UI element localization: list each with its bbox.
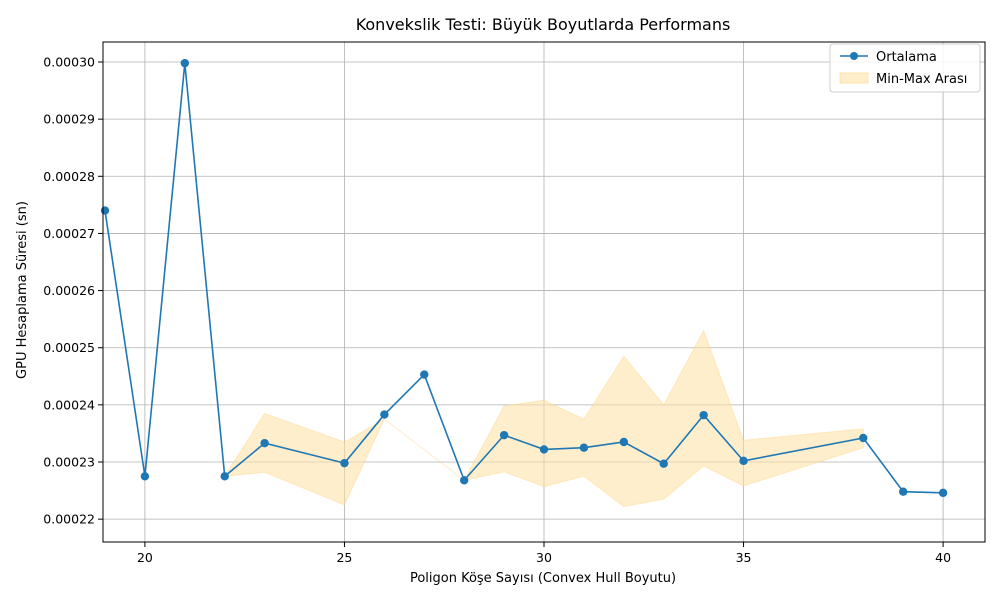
- data-point: [859, 433, 868, 443]
- y-tick-label: 0.00029: [43, 112, 95, 127]
- data-point: [539, 445, 549, 454]
- x-axis-ticks: 20 25 30 35 40: [137, 542, 951, 565]
- y-tick-label: 0.00028: [43, 169, 95, 184]
- chart-title: Konvekslik Testi: Büyük Boyutlarda Perfo…: [356, 15, 731, 34]
- data-point: [340, 458, 349, 468]
- data-point: [579, 443, 589, 452]
- y-tick-label: 0.00022: [43, 512, 95, 527]
- data-point: [380, 410, 389, 419]
- x-tick-label: 40: [935, 550, 951, 565]
- x-tick-label: 25: [336, 550, 352, 565]
- y-tick-label: 0.00030: [43, 55, 95, 70]
- data-point: [659, 459, 668, 468]
- data-point: [898, 487, 908, 496]
- y-tick-label: 0.00027: [43, 226, 95, 241]
- grid: [103, 42, 985, 542]
- legend: Ortalama Min-Max Arası: [829, 43, 981, 93]
- x-tick-label: 35: [736, 550, 752, 565]
- legend-marker-swatch: [850, 52, 858, 60]
- data-point: [180, 58, 190, 68]
- data-point: [100, 206, 110, 215]
- x-axis-label: Poligon Köşe Sayısı (Convex Hull Boyutu): [410, 571, 676, 586]
- x-tick-label: 30: [536, 550, 552, 565]
- data-point: [260, 438, 269, 448]
- y-tick-label: 0.00023: [43, 455, 95, 470]
- y-axis-label: GPU Hesaplama Süresi (sn): [15, 201, 30, 379]
- legend-band-swatch: [839, 72, 869, 84]
- data-point: [220, 472, 229, 481]
- y-tick-label: 0.00026: [43, 283, 95, 298]
- y-tick-label: 0.00024: [43, 397, 95, 412]
- data-point: [739, 456, 748, 466]
- y-tick-label: 0.00025: [43, 340, 95, 355]
- data-point: [420, 370, 429, 379]
- data-points: [100, 58, 948, 498]
- x-tick-label: 20: [137, 550, 153, 565]
- data-point: [619, 437, 629, 447]
- legend-entry-min-max: Min-Max Arası: [876, 72, 967, 87]
- data-point: [699, 410, 708, 420]
- legend-entry-ortalama: Ortalama: [876, 50, 937, 65]
- data-point: [459, 476, 469, 485]
- data-point: [140, 472, 150, 481]
- y-axis-ticks: 0.00022 0.00023 0.00024 0.00025 0.00026 0.000…: [43, 55, 103, 527]
- data-point: [499, 430, 509, 440]
- data-point: [938, 488, 948, 498]
